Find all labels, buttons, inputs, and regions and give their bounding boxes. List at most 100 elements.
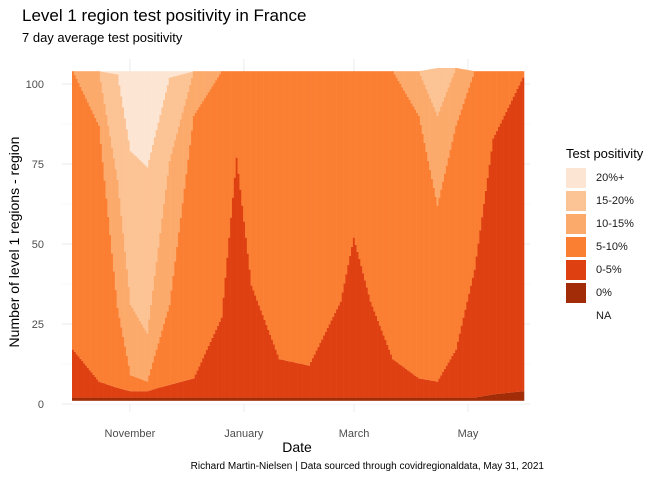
bar-segment-p10_15: [468, 70, 471, 88]
bar-segment-p0_5: [356, 251, 359, 398]
bar-segment-p15_20: [118, 85, 121, 198]
bar-segment-zero: [150, 397, 153, 401]
bar-segment-na: [365, 400, 369, 404]
bar-segment-p10_15: [200, 71, 203, 105]
bar-segment-zero: [142, 397, 145, 401]
bar-segment-p20plus: [127, 71, 130, 141]
bar-segment-na: [334, 400, 337, 404]
bar-segment-p0_5: [462, 317, 465, 398]
bar-segment-p5_10: [358, 71, 361, 259]
bar-segment-na: [464, 400, 467, 404]
bar-segment-zero: [88, 397, 91, 401]
bar-segment-na: [73, 400, 77, 404]
bar-segment-na: [150, 400, 153, 404]
bar-segment-p0_5: [460, 325, 463, 398]
bar-segment-na: [362, 400, 365, 404]
bar-segment-na: [120, 400, 123, 404]
bar-segment-p15_20: [146, 167, 149, 334]
bar-segment-p10_15: [215, 71, 218, 81]
bar-segment-zero: [189, 397, 192, 401]
bar-segment-zero: [354, 397, 357, 401]
bar-segment-zero: [414, 397, 417, 401]
bar-segment-p5_10: [360, 71, 363, 267]
bar-segment-p5_10: [432, 187, 436, 381]
bar-segment-na: [81, 400, 84, 404]
bar-segment-p5_10: [267, 71, 270, 330]
bar-segment-p0_5: [112, 386, 116, 398]
bar-segment-p5_10: [259, 71, 263, 311]
bar-segment-p10_15: [109, 136, 112, 236]
bar-segment-zero: [497, 393, 501, 401]
bar-segment-na: [280, 400, 283, 404]
bar-segment-p5_10: [371, 71, 374, 307]
bar-segment-p0_5: [471, 277, 475, 398]
bar-segment-zero: [332, 397, 335, 401]
bar-segment-na: [317, 400, 320, 404]
bar-segment-zero: [254, 397, 257, 401]
bar-segment-na: [211, 400, 214, 404]
bar-segment-na: [458, 400, 462, 404]
bar-segment-zero: [317, 397, 320, 401]
bar-segment-p15_20: [157, 122, 160, 248]
legend-swatch: [566, 190, 586, 211]
bar-segment-na: [371, 400, 374, 404]
bar-segment-zero: [457, 397, 460, 401]
bar-segment-p0_5: [509, 104, 512, 393]
bar-segment-p10_15: [114, 169, 117, 290]
bar-segment-p10_15: [451, 77, 454, 142]
bar-segment-p20plus: [101, 71, 104, 72]
bar-segment-p0_5: [496, 130, 499, 395]
bar-segment-p5_10: [209, 89, 212, 342]
bar-segment-zero: [486, 395, 489, 401]
bar-segment-p5_10: [425, 151, 428, 380]
bar-segment-na: [118, 400, 121, 404]
bar-segment-na: [510, 400, 514, 404]
bar-segment-p10_15: [118, 197, 121, 318]
bar-segment-p5_10: [205, 95, 209, 351]
bar-segment-p5_10: [386, 71, 389, 345]
bar-segment-p0_5: [436, 381, 439, 398]
bar-segment-na: [375, 400, 378, 404]
bar-segment-zero: [393, 397, 396, 401]
bar-segment-p0_5: [490, 151, 493, 395]
bar-segment-p5_10: [364, 71, 367, 281]
bar-segment-na: [298, 400, 302, 404]
bar-segment-p10_15: [213, 71, 216, 84]
bar-segment-na: [187, 400, 190, 404]
bar-segment-p10_15: [393, 71, 396, 75]
bar-segment-p0_5: [349, 255, 352, 398]
bar-segment-p0_5: [99, 382, 103, 398]
bar-segment-p5_10: [317, 71, 320, 347]
bar-segment-p0_5: [200, 362, 203, 398]
bar-segment-p20plus: [172, 71, 175, 77]
bar-segment-p10_15: [138, 320, 142, 379]
bar-segment-zero: [79, 397, 82, 401]
bar-segment-zero: [488, 395, 491, 401]
bar-segment-p5_10: [522, 71, 525, 78]
bar-segment-zero: [146, 397, 149, 401]
bar-segment-p0_5: [339, 301, 343, 398]
bar-segment-p20plus: [187, 71, 190, 73]
bar-segment-p0_5: [140, 391, 143, 398]
bar-segment-p5_10: [222, 71, 225, 298]
bar-segment-p5_10: [295, 71, 298, 363]
bar-segment-p0_5: [287, 361, 290, 398]
bar-segment-p15_20: [151, 144, 155, 291]
bar-segment-p0_5: [522, 77, 525, 392]
bar-segment-p0_5: [302, 364, 305, 398]
bar-segment-p5_10: [98, 125, 101, 382]
bar-segment-zero: [319, 397, 322, 401]
bar-segment-p10_15: [122, 233, 125, 337]
bar-segment-zero: [94, 397, 97, 401]
bar-segment-p10_15: [107, 125, 110, 217]
bar-segment-p10_15: [416, 71, 419, 113]
bar-segment-p0_5: [364, 280, 367, 398]
bar-segment-p15_20: [432, 68, 436, 108]
bar-segment-zero: [403, 397, 406, 401]
bar-segment-p5_10: [235, 71, 238, 158]
bar-segment-p0_5: [278, 359, 281, 398]
y-tick-label: 50: [32, 239, 44, 251]
bar-segment-p0_5: [473, 269, 476, 398]
bar-segment-p5_10: [220, 71, 223, 318]
bar-segment-zero: [135, 397, 138, 401]
